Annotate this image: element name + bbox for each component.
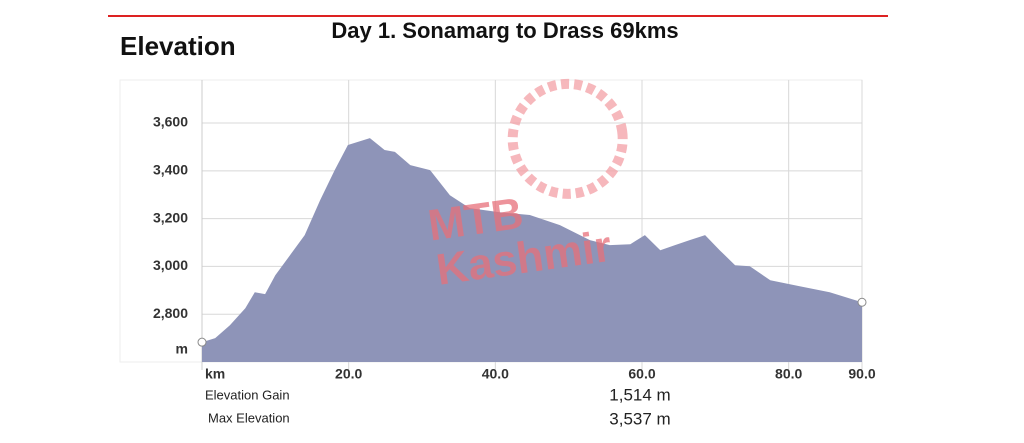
y-tick-label: 3,400 [153,162,188,178]
x-unit: km [205,366,225,382]
marks [197,138,867,362]
y-unit: m [176,341,188,357]
y-tick-label: 3,600 [153,114,188,130]
chart-title: Day 1. Sonamarg to Drass 69kms [331,18,678,43]
x-tick-label: 20.0 [335,366,362,382]
stat-value: 1,514 m [609,385,670,404]
labels: m km Elevation Gain 1,514 m Max Elevatio… [153,114,876,429]
stat-value: 3,537 m [609,409,670,428]
end-marker [857,297,867,307]
x-tick-label: 90.0 [848,366,875,382]
x-tick-label: 80.0 [775,366,802,382]
y-tick-label: 3,200 [153,209,188,225]
y-tick-label: 2,800 [153,305,188,321]
stat-label: Elevation Gain [205,387,290,402]
x-tick-label: 60.0 [628,366,655,382]
watermark-gear [507,78,628,199]
end-marker [197,337,207,347]
x-tick-label: 40.0 [482,366,509,382]
watermark: MTB Kashmir [425,78,628,295]
heading: Elevation [120,31,236,61]
y-tick-label: 3,000 [153,257,188,273]
stat-label: Max Elevation [208,410,290,425]
elevation-area [202,138,862,362]
